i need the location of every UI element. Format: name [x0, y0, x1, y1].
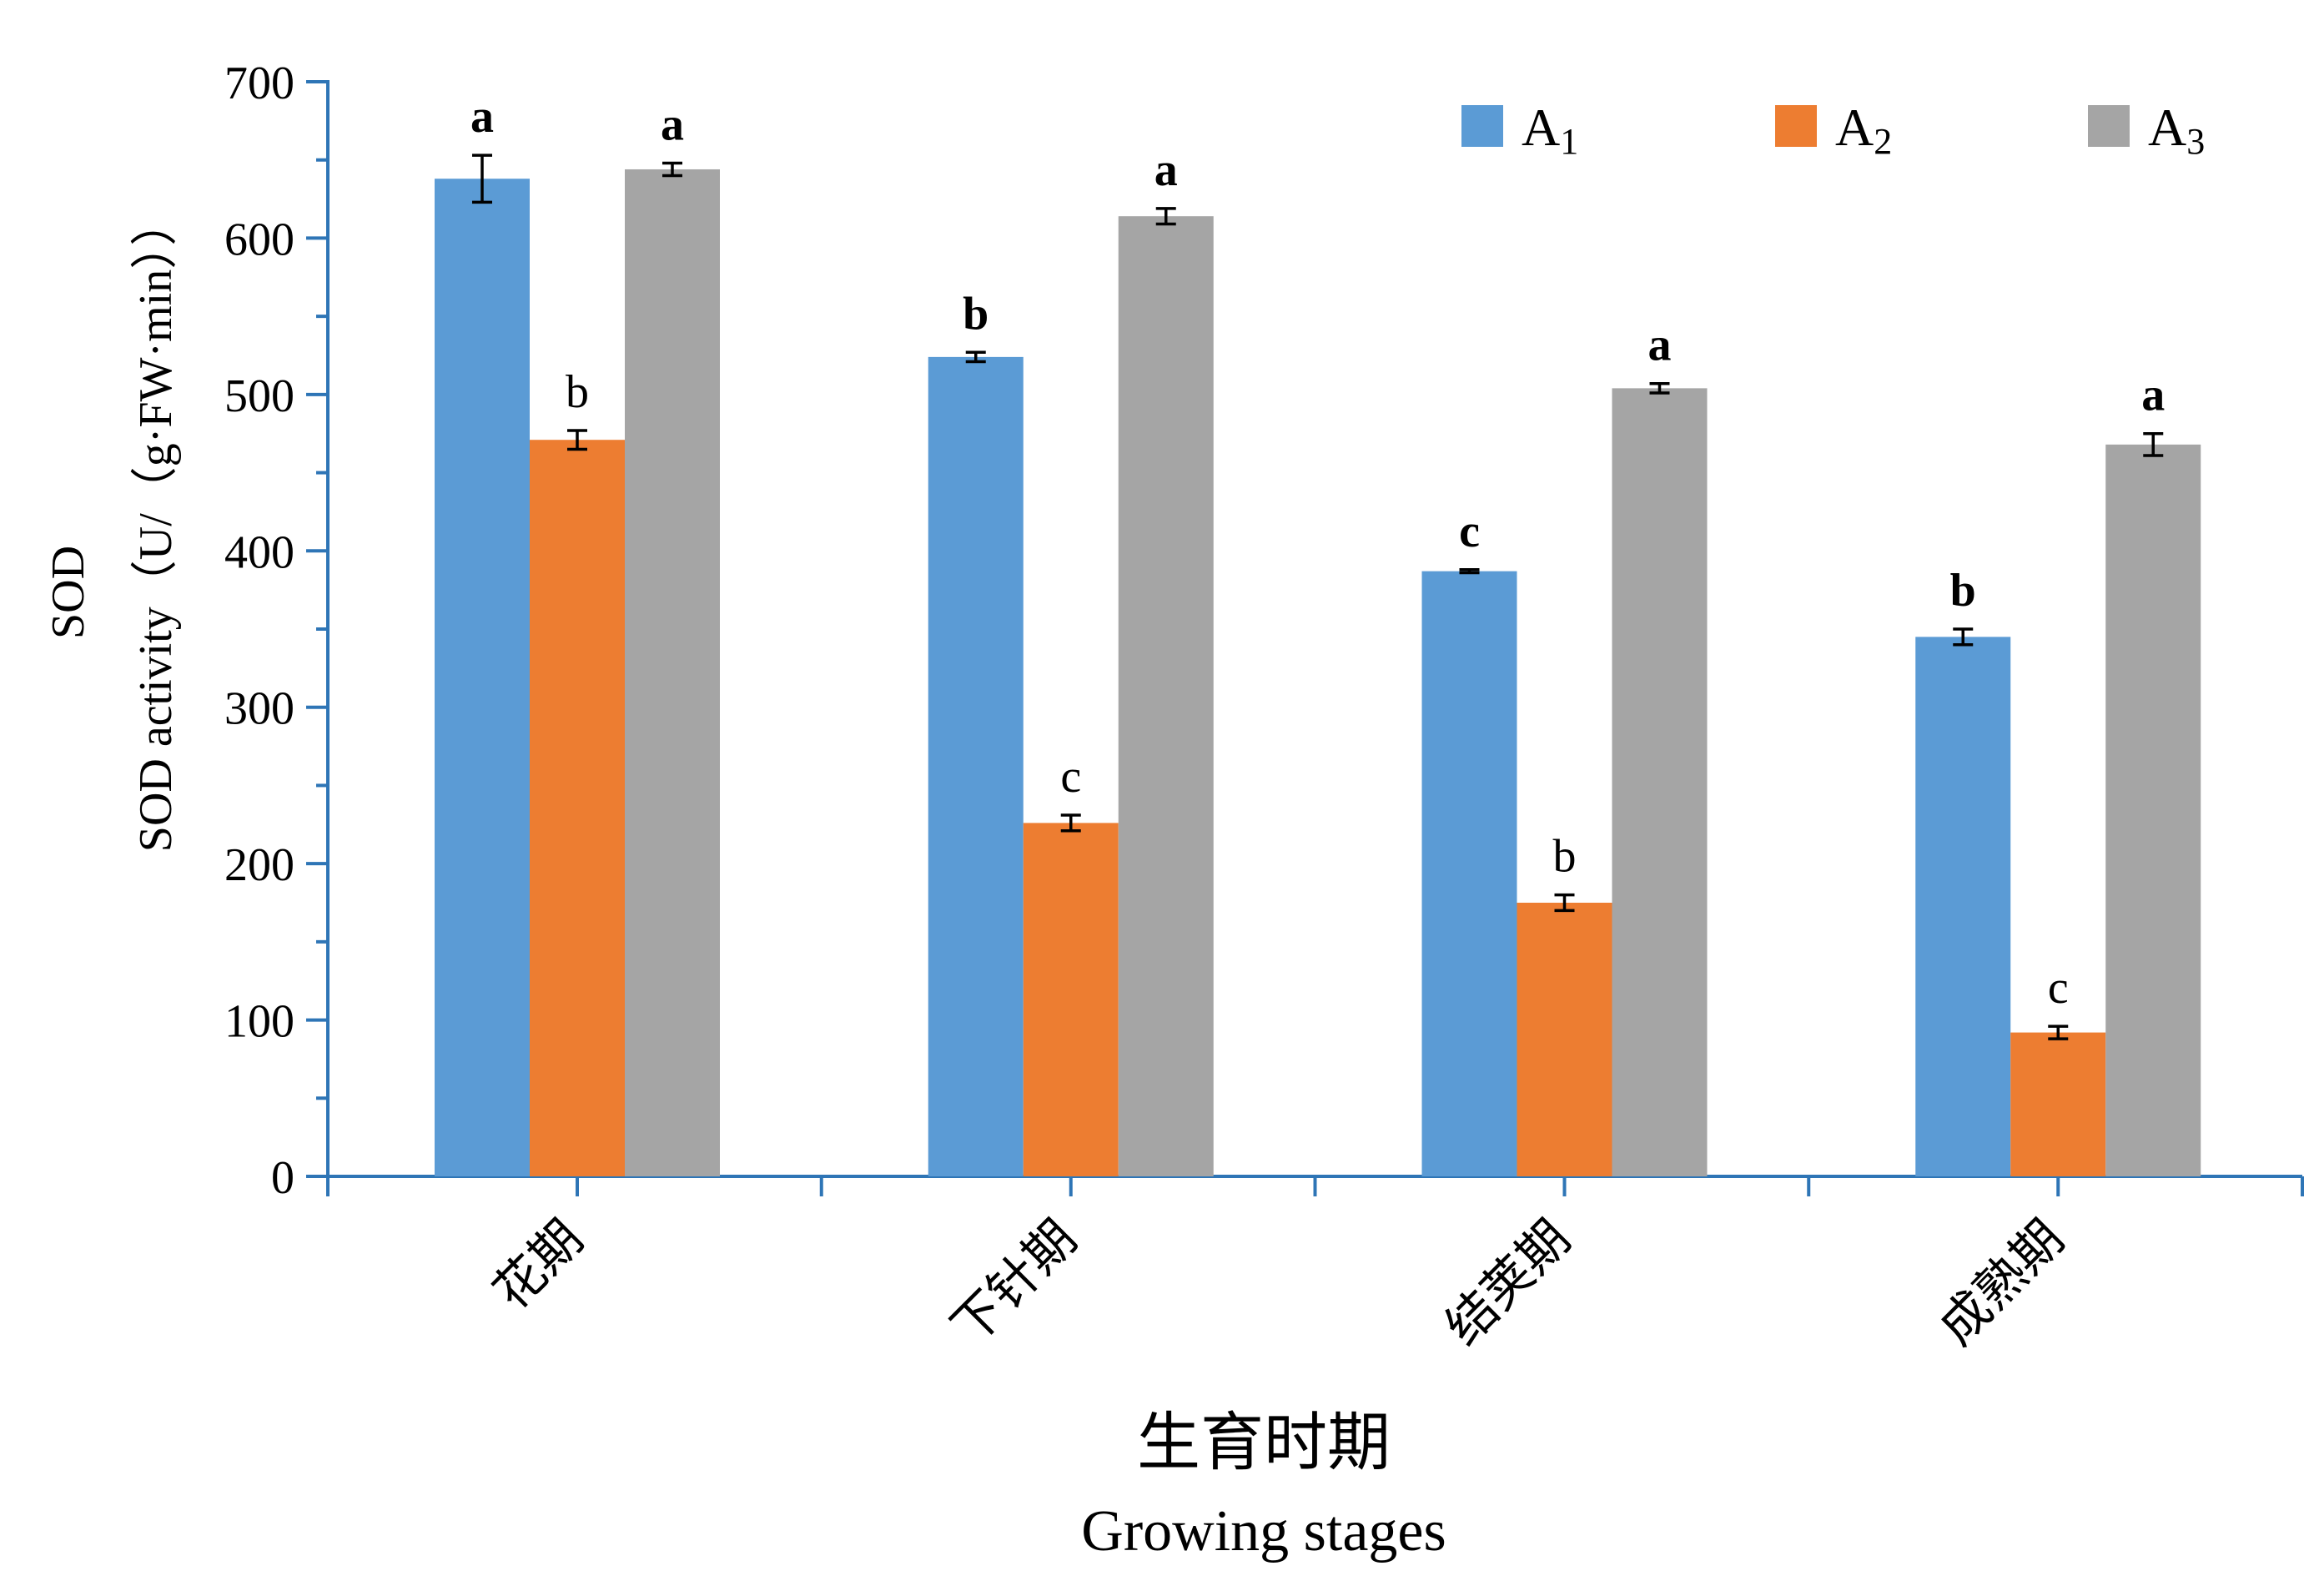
- legend-swatch: [1461, 105, 1503, 147]
- bar-a1-4: [1915, 637, 2011, 1176]
- y-tick-label: 600: [224, 214, 294, 265]
- legend-label: A2: [1835, 98, 1892, 162]
- legend-label: A1: [1522, 98, 1578, 162]
- bar-a2-2: [1023, 823, 1119, 1176]
- significance-letter: b: [566, 366, 589, 418]
- error-bar: [1953, 627, 1974, 647]
- x-category-label: 成熟期: [1929, 1211, 2074, 1356]
- error-bar: [2143, 431, 2164, 457]
- error-bars: [472, 154, 2164, 1040]
- y-ticks: 0 100 200 300 400 500 600 700: [224, 58, 328, 1204]
- significance-letter: c: [1459, 506, 1480, 557]
- significance-letter: b: [1553, 831, 1577, 883]
- x-category-labels: 花期 下针期 结荚期 成熟期: [484, 1211, 2075, 1356]
- y-tick-label: 500: [224, 370, 294, 422]
- bar-a2-1: [530, 440, 625, 1176]
- significance-letter: a: [1648, 320, 1672, 371]
- y-tick-label: 300: [224, 683, 294, 735]
- x-axis-label-cn: 生育时期: [1137, 1408, 1391, 1478]
- error-bar: [1155, 207, 1176, 226]
- error-bar: [1554, 893, 1575, 913]
- bar-a2-3: [1517, 903, 1612, 1176]
- significance-letter: a: [470, 91, 494, 143]
- bar-a2-4: [2010, 1032, 2106, 1176]
- y-tick-label: 0: [271, 1152, 294, 1204]
- y-axis-label-cn: SOD: [43, 546, 94, 639]
- legend-item: A3: [2088, 98, 2205, 162]
- significance-letter: c: [1060, 751, 1081, 803]
- y-tick-label: 200: [224, 839, 294, 891]
- error-bar: [1649, 381, 1670, 395]
- bar-a3-1: [625, 169, 720, 1177]
- y-axis-label-en: SOD activity（U/（g·FW·min））: [130, 199, 182, 852]
- x-category-label: 下针期: [942, 1211, 1087, 1356]
- bar-a1-3: [1421, 571, 1517, 1176]
- legend-swatch: [1775, 105, 1817, 147]
- y-axis-label: SOD SOD activity（U/（g·FW·min））: [43, 199, 182, 852]
- x-axis-label-en: Growing stages: [1081, 1499, 1446, 1563]
- legend-swatch: [2088, 105, 2130, 147]
- legend-label: A3: [2148, 98, 2205, 162]
- significance-letter: a: [1154, 144, 1178, 196]
- error-bar: [2048, 1025, 2069, 1040]
- x-axis-label: 生育时期 Growing stages: [1081, 1408, 1446, 1563]
- significance-letter: a: [661, 98, 684, 150]
- bar-a3-4: [2105, 444, 2201, 1176]
- x-category-label: 花期: [484, 1211, 594, 1321]
- y-tick-label: 700: [224, 58, 294, 109]
- legend: A1 A2 A3: [1461, 98, 2205, 162]
- error-bar: [472, 154, 492, 204]
- bars: [435, 169, 2201, 1177]
- bar-a3-2: [1118, 216, 1214, 1176]
- significance-letter: a: [2141, 370, 2165, 421]
- error-bar: [1459, 568, 1480, 575]
- y-tick-label: 100: [224, 996, 294, 1048]
- error-bar: [662, 161, 682, 178]
- error-bar: [1060, 813, 1081, 833]
- significance-letter: b: [963, 288, 988, 340]
- error-bar: [965, 350, 986, 364]
- error-bar: [567, 429, 587, 451]
- bar-a1-2: [928, 356, 1024, 1177]
- significance-letter: b: [1950, 565, 1976, 617]
- legend-item: A1: [1461, 98, 1578, 162]
- legend-item: A2: [1775, 98, 1892, 162]
- x-category-label: 结荚期: [1436, 1211, 1581, 1356]
- bar-a1-1: [435, 179, 530, 1177]
- significance-letters: a b a b c a c b a b c a: [470, 91, 2165, 1014]
- y-tick-label: 400: [224, 526, 294, 578]
- significance-letter: c: [2048, 962, 2069, 1014]
- bar-a3-3: [1612, 388, 1708, 1176]
